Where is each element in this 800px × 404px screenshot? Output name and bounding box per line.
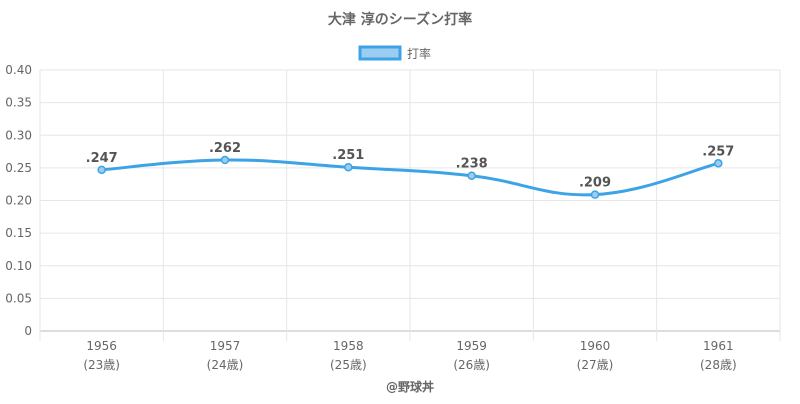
series-layer — [97, 155, 723, 199]
y-tick-label: 0.10 — [5, 259, 32, 273]
x-tick-label: 1959 — [456, 339, 487, 353]
data-point[interactable] — [714, 159, 723, 168]
x-tick-label: 1958 — [333, 339, 364, 353]
data-label: .209 — [579, 176, 611, 191]
x-tick-age-label: (24歳) — [207, 358, 244, 372]
chart-title: 大津 淳のシーズン打率 — [328, 11, 472, 28]
legend[interactable]: 打率 — [358, 45, 431, 61]
data-point[interactable] — [220, 155, 230, 165]
x-tick-label: 1960 — [580, 339, 611, 353]
x-tick-label: 1961 — [703, 339, 734, 353]
y-tick-label: 0.20 — [5, 194, 32, 208]
data-point[interactable] — [590, 190, 600, 199]
y-tick-label: 0.15 — [5, 226, 32, 240]
x-tick-age-label: (27歳) — [577, 358, 614, 372]
data-point[interactable] — [97, 165, 106, 175]
credit-text: @野球丼 — [386, 379, 434, 394]
y-tick-label: 0.05 — [5, 291, 32, 305]
legend-label: 打率 — [407, 46, 431, 61]
x-tick-age-label: (28歳) — [700, 358, 737, 372]
x-tick-label: 1957 — [210, 339, 241, 353]
x-tick-label: 1956 — [86, 339, 117, 353]
y-tick-label: 0.25 — [5, 161, 32, 175]
data-point[interactable] — [467, 171, 476, 180]
legend-swatch — [358, 45, 402, 61]
data-label: .247 — [86, 151, 118, 166]
x-tick-age-label: (25歳) — [330, 358, 367, 372]
series-line — [101, 158, 719, 197]
grid — [39, 69, 781, 341]
x-tick-age-label: (23歳) — [83, 358, 120, 372]
data-point[interactable] — [344, 162, 353, 172]
data-label: .238 — [456, 157, 488, 172]
y-tick-label: 0 — [24, 324, 32, 338]
y-tick-label: 0.40 — [5, 63, 32, 77]
data-label: .262 — [209, 141, 241, 156]
data-labels: .247 .262 .251 .238 .209 .257 — [86, 141, 735, 191]
data-label: .251 — [332, 148, 364, 163]
y-tick-label: 0.30 — [5, 128, 32, 142]
axes: 0 0.05 0.10 0.15 0.20 0.25 0.30 0.35 0.40 1956 (23… — [5, 63, 736, 372]
y-tick-label: 0.35 — [5, 96, 32, 110]
data-label: .257 — [702, 144, 734, 159]
x-tick-age-label: (26歳) — [453, 358, 490, 372]
